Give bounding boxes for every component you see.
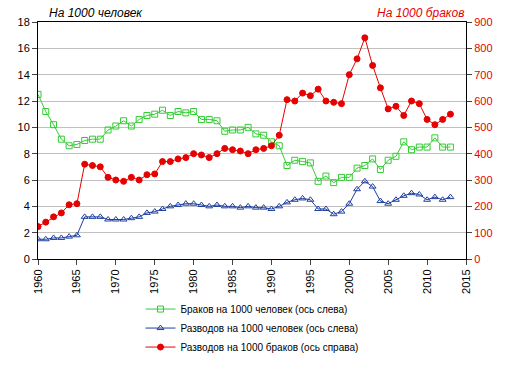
svg-text:1960: 1960 [32,269,44,293]
svg-text:0: 0 [24,253,30,265]
svg-text:1980: 1980 [187,269,199,293]
svg-text:1990: 1990 [265,269,277,293]
svg-text:600: 600 [474,95,492,107]
svg-text:1970: 1970 [109,269,121,293]
svg-text:300: 300 [474,174,492,186]
svg-text:8: 8 [24,148,30,160]
svg-text:2005: 2005 [382,269,394,293]
svg-text:1975: 1975 [148,269,160,293]
svg-text:1995: 1995 [304,269,316,293]
svg-text:2: 2 [24,227,30,239]
svg-text:На 1000 человек: На 1000 человек [49,6,143,20]
svg-text:900: 900 [474,16,492,28]
svg-text:1965: 1965 [70,269,82,293]
svg-text:16: 16 [18,42,30,54]
svg-text:4: 4 [24,200,30,212]
svg-text:2000: 2000 [343,269,355,293]
svg-text:Разводов на 1000 человек (ось: Разводов на 1000 человек (ось слева) [181,323,359,334]
svg-text:6: 6 [24,174,30,186]
svg-text:18: 18 [18,16,30,28]
svg-text:500: 500 [474,121,492,133]
svg-text:1985: 1985 [226,269,238,293]
svg-text:10: 10 [18,121,30,133]
svg-text:2015: 2015 [460,269,472,293]
svg-text:200: 200 [474,200,492,212]
svg-text:14: 14 [18,69,30,81]
svg-text:Разводов на 1000 браков (ось с: Разводов на 1000 браков (ось справа) [181,342,359,353]
svg-text:Браков на 1000 человек (ось сл: Браков на 1000 человек (ось слева) [181,304,348,315]
svg-text:12: 12 [18,95,30,107]
svg-text:0: 0 [474,253,480,265]
svg-text:2010: 2010 [421,269,433,293]
svg-text:На 1000 браков: На 1000 браков [377,6,464,20]
svg-text:700: 700 [474,69,492,81]
svg-text:100: 100 [474,227,492,239]
svg-text:800: 800 [474,42,492,54]
svg-text:400: 400 [474,148,492,160]
